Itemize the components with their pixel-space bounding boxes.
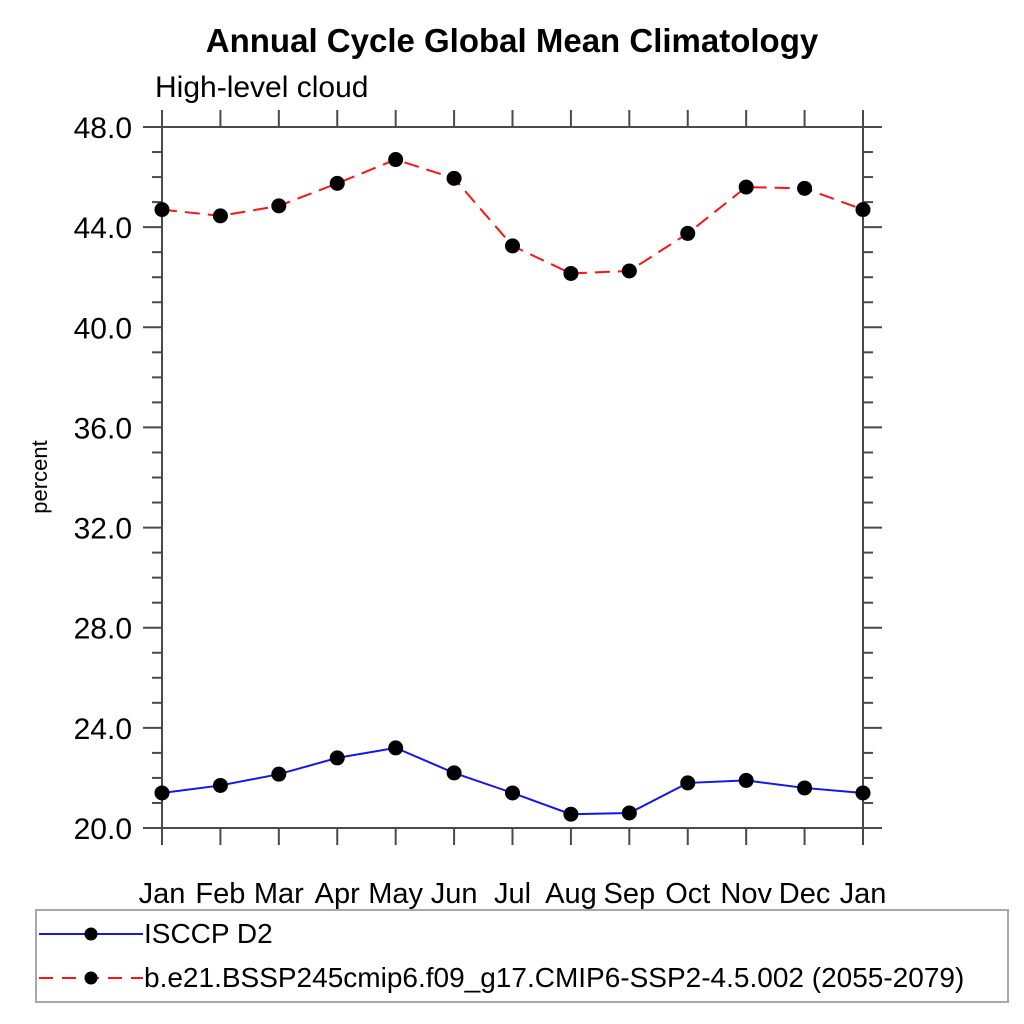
data-point-marker: [329, 175, 345, 191]
y-axis-tick-label: 24.0: [74, 713, 132, 746]
legend-box: ISCCP D2 b.e21.BSSP245cmip6.f09_g17.CMIP…: [35, 909, 1009, 1003]
legend-line-sample-dashed: [39, 971, 143, 985]
data-point-marker: [446, 765, 462, 781]
y-axis-tick-label: 28.0: [74, 613, 132, 646]
chart-title: Annual Cycle Global Mean Climatology: [205, 22, 819, 59]
data-point-marker: [855, 785, 871, 801]
y-axis-tick-label: 44.0: [74, 212, 132, 245]
plot-area: Jan Feb Mar Apr May Jun Jul Aug Sep Oct Nov Dec Jan2…: [74, 110, 887, 910]
data-point-marker: [621, 263, 637, 279]
series-line-1: [161, 158, 864, 275]
x-axis-tick-label: Mar: [254, 878, 304, 910]
x-axis-tick-label: May: [368, 878, 423, 910]
legend-line-sample-solid: [39, 927, 143, 941]
chart-subtitle: High-level cloud: [155, 71, 369, 104]
plot-frame: [161, 126, 864, 829]
data-point-marker: [738, 772, 754, 788]
data-point-marker: [329, 750, 345, 766]
x-axis-tick-label: Jul: [494, 878, 531, 910]
x-axis-tick-label: Nov: [720, 878, 772, 910]
data-point-marker: [680, 225, 696, 241]
data-point-marker: [563, 806, 579, 822]
x-axis-tick-label: Jan: [139, 878, 186, 910]
data-point-marker: [563, 265, 579, 281]
data-point-marker: [738, 179, 754, 195]
legend-label: ISCCP D2: [144, 917, 273, 949]
data-point-marker: [797, 180, 813, 196]
data-point-marker: [505, 238, 520, 254]
data-point-marker: [271, 198, 287, 214]
y-axis-tick-label: 40.0: [74, 312, 132, 345]
data-point-marker: [154, 785, 170, 801]
series-line-0: [161, 746, 864, 816]
data-point-marker: [855, 202, 871, 218]
data-point-marker: [797, 780, 813, 796]
data-point-marker: [212, 777, 228, 793]
data-point-marker: [680, 775, 696, 791]
y-axis-tick-label: 48.0: [74, 112, 132, 145]
data-point-marker: [212, 208, 228, 224]
legend-marker: [84, 927, 98, 941]
x-axis-tick-label: Jun: [431, 878, 478, 910]
data-point-marker: [621, 805, 637, 821]
x-axis-tick-label: Sep: [604, 878, 656, 910]
legend-label: b.e21.BSSP245cmip6.f09_g17.CMIP6-SSP2-4.…: [144, 962, 965, 994]
data-point-marker: [271, 766, 287, 782]
x-axis-tick-label: Oct: [665, 878, 710, 910]
data-point-marker: [154, 202, 170, 218]
x-axis-tick-label: Feb: [195, 878, 245, 910]
x-axis-tick-label: Apr: [315, 878, 360, 910]
data-point-marker: [388, 152, 404, 168]
legend-marker: [84, 971, 98, 985]
legend-item-cmip6: b.e21.BSSP245cmip6.f09_g17.CMIP6-SSP2-4.…: [37, 956, 1007, 1000]
data-point-marker: [505, 785, 520, 801]
data-point-marker: [388, 740, 404, 756]
x-axis-tick-label: Jan: [840, 878, 887, 910]
x-axis-tick-label: Dec: [779, 878, 831, 910]
y-axis-tick-label: 32.0: [74, 513, 132, 546]
x-axis-tick-label: Aug: [545, 878, 597, 910]
legend-item-isccp: ISCCP D2: [37, 912, 1007, 956]
y-axis-tick-label: 20.0: [74, 813, 132, 846]
data-point-marker: [446, 170, 462, 186]
y-axis-tick-label: 36.0: [74, 412, 132, 445]
